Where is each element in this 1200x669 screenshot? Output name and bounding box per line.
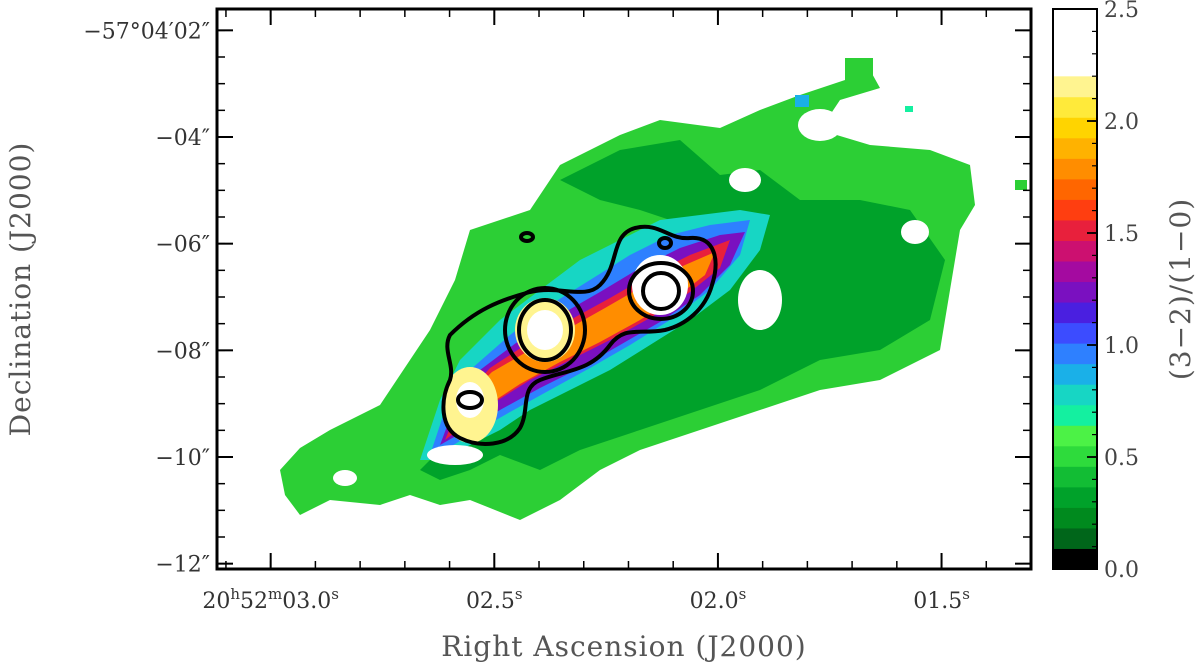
colorbar-swatch xyxy=(1053,486,1097,508)
hole-6 xyxy=(798,109,842,141)
contours xyxy=(441,224,718,446)
colorbar-swatch xyxy=(1053,178,1097,200)
colorbar-swatch xyxy=(1053,76,1097,98)
colorbar-swatches xyxy=(1053,9,1097,570)
colorbar-swatch xyxy=(1053,137,1097,159)
clump-1 xyxy=(845,58,873,80)
y-tick-label: −10″ xyxy=(155,446,210,471)
colorbar-tick-label: 2.0 xyxy=(1104,110,1139,135)
x-axis-title: Right Ascension (J2000) xyxy=(441,630,806,663)
contour-se-inner xyxy=(456,390,484,410)
colorbar-swatch xyxy=(1053,404,1097,426)
colorbar-swatch xyxy=(1053,261,1097,283)
hole-5 xyxy=(333,470,357,486)
x-tick-label: 01.5s xyxy=(913,585,970,614)
colorbar-swatch xyxy=(1053,363,1097,385)
clump-2 xyxy=(795,95,809,107)
colorbar-swatch xyxy=(1053,548,1097,570)
contour-small xyxy=(519,231,535,243)
y-tick-label: −12″ xyxy=(155,553,210,578)
hole-2 xyxy=(901,220,929,244)
y-tick-label: −08″ xyxy=(155,339,210,364)
colorbar-swatch xyxy=(1053,219,1097,241)
hole-4 xyxy=(427,445,483,465)
colorbar-swatch xyxy=(1053,466,1097,488)
y-axis-title: Declination (J2000) xyxy=(4,142,37,437)
plot-frame xyxy=(215,7,1033,571)
colorbar-swatch xyxy=(1053,281,1097,303)
colorbar-tick-label: 2.5 xyxy=(1104,0,1139,23)
y-tick-label: −04″ xyxy=(155,126,210,151)
y-axis: −57°04′02″ −04″ −06″ −08″ −10″ −12″ xyxy=(83,19,1031,578)
y-tick-label: −57°04′02″ xyxy=(83,19,210,44)
colorbar-tick-label: 0.5 xyxy=(1104,446,1139,471)
contour-central-mid xyxy=(503,286,587,374)
colorbar-swatch xyxy=(1053,384,1097,406)
colorbar-swatch xyxy=(1053,527,1097,549)
colorbar-ticks: 0.0 0.5 1.0 1.5 2.0 2.5 xyxy=(1087,0,1139,583)
colorbar-swatch xyxy=(1053,322,1097,344)
colorbar-swatch xyxy=(1053,445,1097,467)
colorbar-swatch xyxy=(1053,9,1097,77)
contour-nw-inner xyxy=(641,271,681,311)
hole-3 xyxy=(738,270,782,330)
colorbar-swatch xyxy=(1053,507,1097,529)
x-tick-label: 20h52m03.0s xyxy=(202,585,339,614)
hole-1 xyxy=(729,168,761,192)
x-tick-label: 02.5s xyxy=(466,585,523,614)
colorbar-swatch xyxy=(1053,240,1097,262)
colorbar-frame xyxy=(1052,8,1098,570)
contour-outer xyxy=(441,224,718,446)
clump-4 xyxy=(905,106,913,112)
colorbar-tick-label: 0.0 xyxy=(1104,558,1139,583)
y-tick-label: −06″ xyxy=(155,233,210,258)
colorbar-swatch xyxy=(1053,117,1097,139)
colorbar-tick-label: 1.5 xyxy=(1104,222,1139,247)
colorbar-tick-label: 1.0 xyxy=(1104,334,1139,359)
colorbar-swatch xyxy=(1053,158,1097,180)
colorbar: 0.0 0.5 1.0 1.5 2.0 2.5 (3−2)/(1−0) xyxy=(1052,0,1197,583)
colorbar-swatch xyxy=(1053,425,1097,447)
peak-central-core xyxy=(527,310,563,350)
clump-3 xyxy=(1015,180,1027,190)
x-tick-label: 02.0s xyxy=(690,585,747,614)
colorbar-swatch xyxy=(1053,343,1097,365)
colorbar-title: (3−2)/(1−0) xyxy=(1164,198,1197,380)
colorbar-swatch xyxy=(1053,199,1097,221)
colorbar-swatch xyxy=(1053,302,1097,324)
contour-tiny xyxy=(657,236,673,250)
x-axis: 20h52m03.0s 02.5s 02.0s 01.5s xyxy=(202,9,988,614)
peak-southeast-core xyxy=(456,382,484,418)
contour-nw-mid xyxy=(627,261,695,321)
contour-central-inner xyxy=(517,298,573,362)
colorbar-swatch xyxy=(1053,96,1097,118)
